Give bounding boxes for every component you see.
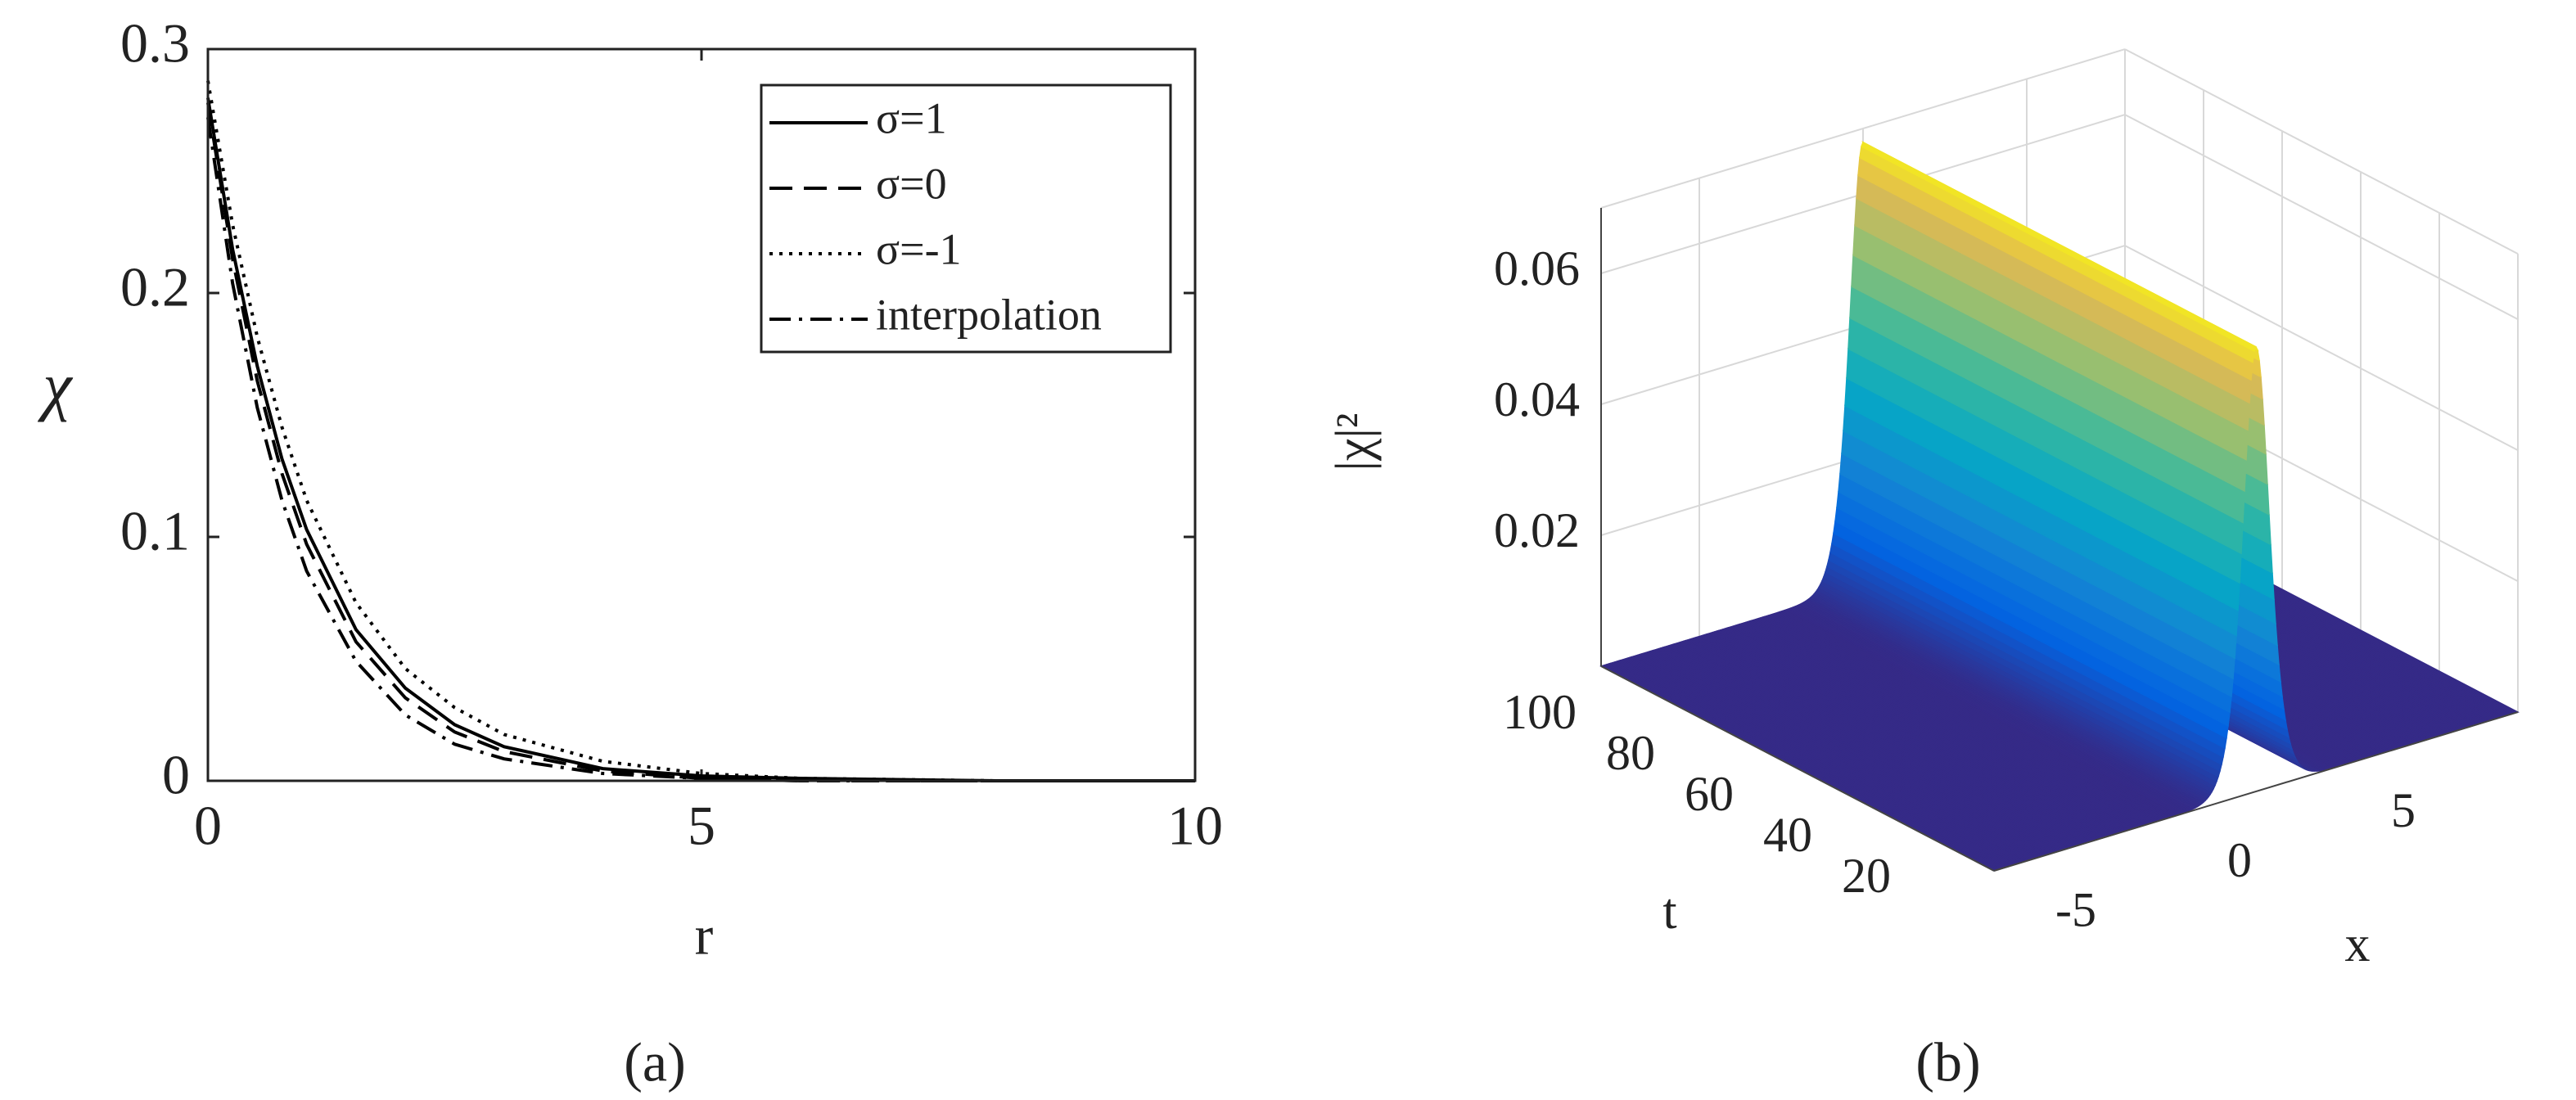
z-tick-label: 0.02 xyxy=(1494,503,1580,557)
z-tick-label: 0.06 xyxy=(1494,241,1580,295)
x-tick-label: 10 xyxy=(1167,795,1223,857)
y-tick-label: 0.3 xyxy=(120,12,190,74)
grid-line xyxy=(2124,114,2519,320)
plot-frame xyxy=(206,47,1197,782)
legend-label: σ=1 xyxy=(876,93,947,142)
axis-line xyxy=(1600,665,1995,872)
x-tick-label: 5 xyxy=(688,795,715,857)
surface xyxy=(1599,141,2520,872)
legend-label: σ=-1 xyxy=(876,224,962,273)
y-tick-label: 0.1 xyxy=(120,500,190,562)
axis-line xyxy=(1993,711,2519,872)
x-axis-label: x xyxy=(2345,917,2371,972)
t-tick-label: 100 xyxy=(1503,685,1577,739)
x-tick-label: -5 xyxy=(2055,882,2096,936)
x-tick-label: 0 xyxy=(2227,833,2252,887)
series-line xyxy=(206,80,1195,782)
t-tick-label: 40 xyxy=(1763,808,1812,862)
surface-strip xyxy=(1861,141,2257,352)
caption: (b) xyxy=(1915,1031,1980,1093)
t-tick-label: 60 xyxy=(1685,767,1734,821)
legend-label: σ=0 xyxy=(876,159,947,208)
y-tick-label: 0 xyxy=(162,744,190,806)
x-tick-label: 0 xyxy=(194,795,222,857)
z-tick-label: 0.04 xyxy=(1494,372,1580,426)
caption: (a) xyxy=(624,1031,685,1093)
x-tick-label: 5 xyxy=(2391,783,2416,837)
t-tick-label: 80 xyxy=(1606,726,1655,780)
x-axis-label: r xyxy=(695,904,714,967)
legend-label: interpolation xyxy=(876,290,1102,339)
t-axis-label: t xyxy=(1662,884,1676,940)
t-tick-label: 20 xyxy=(1842,849,1891,903)
z-axis-label: |χ|² xyxy=(1326,413,1382,471)
wall-edge xyxy=(2124,48,2519,255)
grid-line xyxy=(2124,245,2519,451)
y-axis-label: χ xyxy=(37,350,73,422)
y-tick-label: 0.2 xyxy=(120,256,190,318)
series-line xyxy=(206,97,1195,782)
legend-box xyxy=(760,83,1172,354)
